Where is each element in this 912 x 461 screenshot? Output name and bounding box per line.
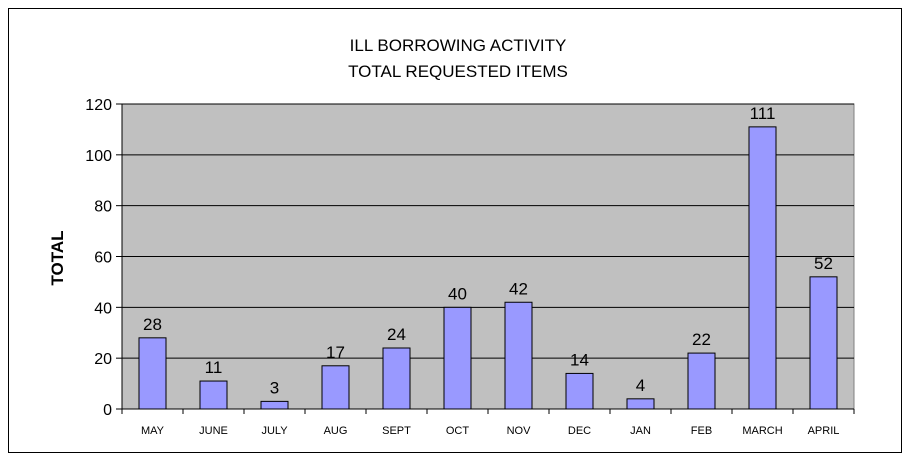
x-tick-label: APRIL (808, 425, 840, 437)
x-tick-label: JUNE (199, 425, 228, 437)
bar (321, 365, 350, 410)
data-label: 14 (570, 350, 589, 369)
data-label: 40 (448, 284, 467, 303)
x-tick-label: JULY (261, 425, 288, 437)
data-label: 42 (509, 279, 528, 298)
data-label: 3 (270, 378, 279, 397)
bar (626, 398, 655, 410)
chart-title-line-2: TOTAL REQUESTED ITEMS (348, 62, 568, 81)
data-label: 17 (326, 343, 345, 362)
y-tick-label: 120 (85, 97, 112, 114)
bar (687, 352, 716, 410)
x-tick-label: AUG (324, 425, 348, 437)
data-label: 4 (636, 376, 645, 395)
x-tick-label: SEPT (382, 425, 411, 437)
data-label: 52 (814, 254, 833, 273)
y-tick-label: 40 (94, 300, 112, 317)
bar (199, 380, 228, 410)
y-tick-label: 0 (103, 402, 112, 419)
x-tick-label: MAY (141, 425, 165, 437)
x-tick-label: FEB (691, 425, 712, 437)
bar (504, 301, 533, 410)
bar (748, 126, 777, 410)
y-tick-label: 60 (94, 250, 112, 267)
plot-area: 0 20 40 60 80 100 120 28 MAY 11 JUNE 3 JULY 17 AUG 24 SE… (85, 97, 855, 437)
chart-title-line-1: ILL BORROWING ACTIVITY (350, 36, 567, 55)
y-axis-title: TOTAL (48, 230, 67, 285)
x-tick-label: MARCH (742, 425, 782, 437)
y-tick-label: 20 (94, 351, 112, 368)
data-label: 28 (143, 315, 162, 334)
y-tick-label: 100 (85, 148, 112, 165)
data-label: 22 (692, 330, 711, 349)
bar (809, 276, 838, 410)
data-label: 111 (750, 104, 776, 123)
bar (382, 347, 411, 410)
x-tick-label: NOV (507, 425, 532, 437)
x-tick-label: DEC (568, 425, 591, 437)
bar (260, 400, 289, 410)
bar (138, 337, 167, 410)
x-tick-label: JAN (630, 425, 651, 437)
bar (443, 306, 472, 410)
data-label: 24 (387, 325, 406, 344)
bar (565, 372, 594, 410)
x-tick-label: OCT (446, 425, 470, 437)
y-tick-label: 80 (94, 199, 112, 216)
data-label: 11 (205, 358, 223, 377)
